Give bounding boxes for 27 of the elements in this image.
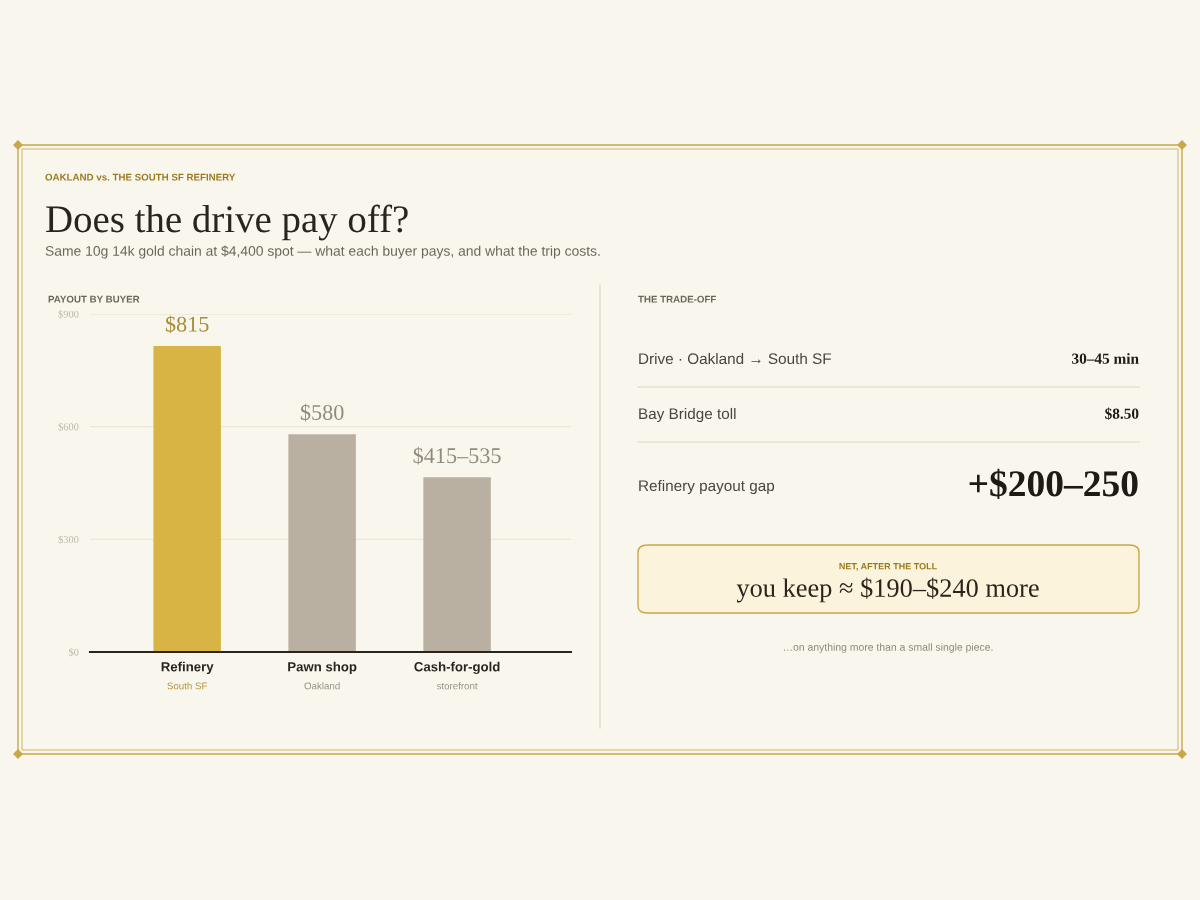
text: PAYOUT BY BUYER [48, 295, 140, 303]
text: $8.50 [1105, 407, 1139, 420]
text: +$200–250 [969, 468, 1138, 499]
chart-subtitle: Same 10g 14k gold chain at $4,400 spot — what each buyer pays, and what the trip costs. [45, 245, 600, 259]
category-label: Cash-for-gold storefront [414, 661, 500, 690]
category-label: Refinery South SF [161, 661, 214, 690]
chart-title: Does the drive pay off? [46, 204, 408, 241]
text: …on anything more than a small single piece. [784, 643, 993, 653]
y-tick-label: $900 [58, 310, 79, 319]
text: Bay Bridge toll [639, 407, 736, 423]
text: Drive · Oakland → South SF [639, 352, 831, 365]
bar [288, 434, 356, 652]
text: 30–45 min [1072, 353, 1139, 364]
y-tick-label: $0 [68, 648, 79, 657]
y-tick-label: $600 [58, 422, 79, 432]
text: you keep ≈ $190–$240 more [736, 577, 1039, 603]
text: Refinery payout gap [639, 479, 775, 495]
text: NET, AFTER THE TOLL [839, 563, 937, 571]
bar [153, 345, 221, 652]
y-tick-label: $300 [58, 535, 79, 544]
category-label: Pawn shop Oakland [288, 661, 357, 690]
bar [423, 477, 491, 652]
data-label: $415–535 [413, 446, 501, 465]
data-label: $815 [165, 315, 209, 334]
data-label: $580 [300, 403, 344, 422]
text: THE TRADE-OFF [638, 295, 716, 303]
text: OAKLAND vs. THE SOUTH SF REFINERY [45, 173, 236, 181]
